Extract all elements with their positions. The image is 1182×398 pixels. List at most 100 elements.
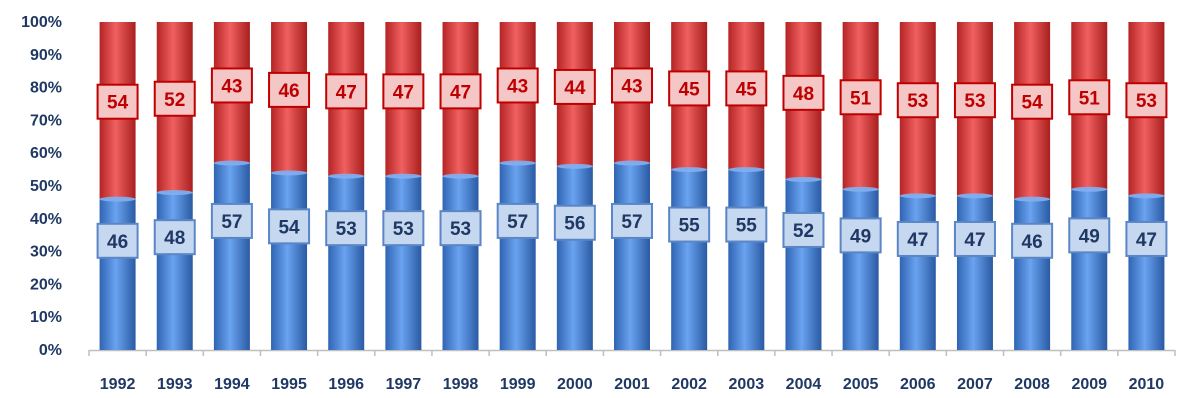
data-label-red: 54 xyxy=(1011,83,1054,120)
data-label-blue-box xyxy=(1068,217,1111,254)
bar-segment-blue xyxy=(1071,189,1108,350)
data-label-blue-text: 53 xyxy=(336,219,357,240)
bar-segment-blue xyxy=(728,169,765,350)
bar-segment-blue xyxy=(156,192,193,350)
bar-segment-top-blue xyxy=(556,163,593,169)
data-label-blue: 46 xyxy=(96,222,139,259)
x-tick-label: 1997 xyxy=(386,376,422,393)
data-label-blue-text: 47 xyxy=(964,230,985,251)
data-label-blue: 56 xyxy=(553,204,596,241)
data-label-red-text: 44 xyxy=(564,78,586,99)
data-label-red-box xyxy=(553,68,596,105)
data-label-red-text: 48 xyxy=(793,84,814,105)
data-label-red-box xyxy=(1125,82,1168,119)
data-label-red: 47 xyxy=(382,73,425,110)
bar-segment-blue xyxy=(442,176,479,350)
data-label-red-box xyxy=(96,83,139,120)
data-label-red-box xyxy=(611,67,653,104)
bar-segment-blue xyxy=(1128,195,1165,350)
data-label-blue: 47 xyxy=(896,220,939,257)
data-label-blue: 52 xyxy=(782,211,825,248)
data-label-red-text: 47 xyxy=(393,82,414,103)
data-label-blue-text: 55 xyxy=(736,216,758,237)
data-label-blue: 55 xyxy=(725,206,768,243)
data-label-red: 53 xyxy=(1125,82,1168,119)
x-tick-label: 1993 xyxy=(157,376,193,393)
data-label-red-box xyxy=(325,73,368,110)
bar-segment-blue xyxy=(271,172,308,350)
data-label-red-text: 47 xyxy=(336,82,357,103)
bar-segment-blue xyxy=(385,176,422,350)
data-label-blue-box xyxy=(953,220,996,257)
data-label-blue: 48 xyxy=(153,219,196,256)
data-label-red: 48 xyxy=(782,74,825,111)
data-label-blue-box xyxy=(382,210,425,247)
y-tick-label: 0% xyxy=(39,342,62,359)
data-label-blue: 57 xyxy=(496,202,539,239)
data-label-red-box xyxy=(1011,83,1054,120)
y-tick-label: 30% xyxy=(30,244,62,261)
data-label-blue-text: 53 xyxy=(450,219,471,240)
data-label-red: 47 xyxy=(439,73,482,110)
y-tick-label: 50% xyxy=(30,178,62,195)
data-label-red: 45 xyxy=(668,70,711,107)
y-tick-label: 10% xyxy=(30,309,62,326)
data-label-red-box xyxy=(953,82,996,119)
data-label-red: 46 xyxy=(268,71,311,108)
data-label-red-text: 46 xyxy=(278,81,299,102)
bar-segment-top-blue xyxy=(956,193,993,199)
data-label-blue-text: 57 xyxy=(221,212,242,233)
data-label-red: 43 xyxy=(496,67,539,104)
x-tick-label: 2009 xyxy=(1071,376,1107,393)
bar-segment-blue xyxy=(556,166,593,350)
bar-segment-blue xyxy=(328,176,365,350)
data-label-blue-box xyxy=(439,210,482,247)
data-label-red: 51 xyxy=(1068,79,1111,116)
data-labels: 46 54 48 52 57 43 54 46 53 47 53 47 53 47 57 43 56 44 57 43… xyxy=(96,67,1168,259)
data-label-red-box xyxy=(782,74,825,111)
data-label-blue-box xyxy=(839,217,882,254)
data-label-blue-box xyxy=(725,206,768,243)
data-label-blue-text: 49 xyxy=(1079,226,1100,247)
data-label-red-text: 53 xyxy=(1136,91,1157,112)
bar-segment-top-blue xyxy=(1071,186,1108,192)
data-label-red-text: 51 xyxy=(1079,88,1101,109)
bar-segment-blue xyxy=(785,179,822,350)
data-label-red: 53 xyxy=(896,82,939,119)
data-label-blue-text: 46 xyxy=(1022,232,1043,253)
data-label-red-box xyxy=(210,67,253,104)
data-label-blue: 55 xyxy=(668,206,711,243)
x-tick-label: 2001 xyxy=(614,376,650,393)
data-label-blue-text: 49 xyxy=(850,226,871,247)
data-label-red: 52 xyxy=(153,80,196,117)
x-tick-label: 2002 xyxy=(671,376,707,393)
data-label-red-box xyxy=(153,80,196,117)
x-tick-label: 1996 xyxy=(328,376,364,393)
y-tick-label: 80% xyxy=(30,80,62,97)
data-label-blue: 46 xyxy=(1011,222,1054,259)
y-axis: 0% 10% 20% 30% 40% 50% 60% 70% 80% 90% 100% xyxy=(21,14,62,359)
data-label-red-box xyxy=(725,70,768,107)
data-label-red-text: 47 xyxy=(450,82,471,103)
data-label-blue-text: 57 xyxy=(621,212,642,233)
data-label-red-box xyxy=(839,79,882,116)
data-label-blue-text: 55 xyxy=(679,216,701,237)
data-label-blue-box xyxy=(210,202,253,239)
data-label-blue: 57 xyxy=(611,202,653,239)
data-label-blue: 53 xyxy=(439,210,482,247)
data-label-blue: 57 xyxy=(210,202,253,239)
data-label-red-text: 45 xyxy=(736,79,758,100)
data-label-red-text: 52 xyxy=(164,90,185,111)
data-label-red-box xyxy=(1068,79,1111,116)
data-label-blue-text: 57 xyxy=(507,212,528,233)
bar-segment-top-blue xyxy=(785,176,822,182)
data-label-blue-box xyxy=(611,202,653,239)
x-tick-label: 1998 xyxy=(443,376,479,393)
data-label-red-text: 43 xyxy=(221,76,242,97)
bar-segment-top-blue xyxy=(328,173,365,179)
data-label-blue: 49 xyxy=(839,217,882,254)
bar-segment-top-blue xyxy=(671,167,708,173)
data-label-blue-box xyxy=(782,211,825,248)
bar-segment-blue xyxy=(614,163,650,350)
x-tick-label: 2003 xyxy=(729,376,765,393)
